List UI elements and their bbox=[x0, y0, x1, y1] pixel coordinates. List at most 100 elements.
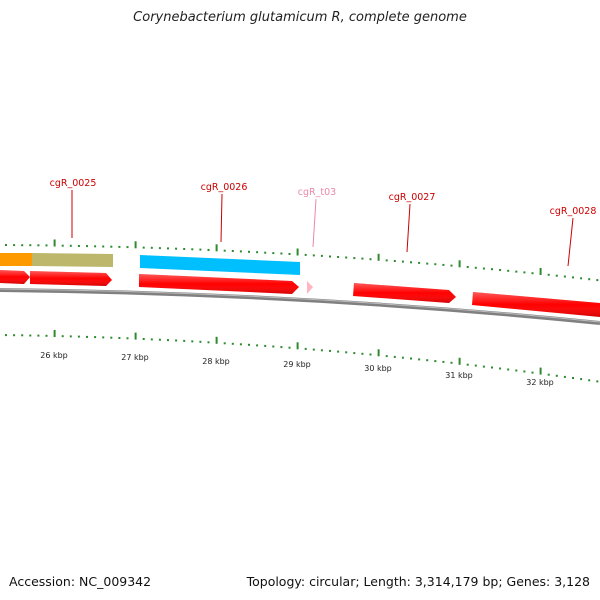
gene-label-cgR-0028[interactable]: cgR_0028 bbox=[550, 206, 597, 217]
minor-tick bbox=[410, 357, 412, 360]
minor-tick bbox=[126, 337, 129, 340]
minor-tick bbox=[69, 335, 72, 338]
minor-tick bbox=[482, 267, 485, 270]
feature-bar-orange[interactable] bbox=[0, 253, 32, 266]
leader-line bbox=[406, 203, 411, 253]
minor-tick bbox=[29, 244, 32, 247]
minor-tick bbox=[199, 340, 202, 343]
minor-tick bbox=[304, 347, 307, 350]
minor-tick bbox=[142, 338, 145, 340]
minor-tick bbox=[256, 251, 259, 254]
gene-label-cgR-0025[interactable]: cgR_0025 bbox=[50, 178, 97, 189]
minor-tick bbox=[369, 258, 372, 261]
minor-tick bbox=[231, 250, 234, 252]
gene-label-cgR-t03[interactable]: cgR_t03 bbox=[298, 187, 336, 198]
minor-tick bbox=[450, 264, 453, 267]
major-tick bbox=[458, 260, 461, 268]
minor-tick bbox=[288, 346, 291, 349]
minor-tick bbox=[37, 334, 40, 337]
minor-tick bbox=[248, 250, 250, 253]
genes-label: Genes: bbox=[506, 574, 555, 589]
minor-tick bbox=[555, 274, 558, 277]
minor-tick bbox=[434, 263, 437, 266]
minor-tick bbox=[191, 340, 194, 343]
leader-line bbox=[312, 198, 317, 248]
kbp-label: 27 kbp bbox=[121, 353, 149, 362]
minor-tick bbox=[312, 254, 315, 257]
minor-tick bbox=[191, 248, 194, 251]
minor-tick bbox=[434, 360, 437, 363]
minor-tick bbox=[580, 277, 583, 280]
minor-tick bbox=[580, 378, 583, 381]
inner-tick-row bbox=[5, 330, 599, 383]
minor-tick bbox=[572, 377, 574, 379]
minor-tick bbox=[531, 371, 534, 374]
minor-tick bbox=[288, 253, 291, 255]
minor-tick bbox=[61, 244, 64, 247]
minor-tick bbox=[345, 256, 348, 259]
minor-tick bbox=[329, 255, 331, 258]
minor-tick bbox=[507, 368, 510, 371]
minor-tick bbox=[61, 335, 64, 338]
minor-tick bbox=[418, 358, 421, 361]
minor-tick bbox=[150, 246, 153, 249]
minor-tick bbox=[199, 248, 202, 251]
minor-tick bbox=[466, 266, 469, 268]
minor-tick bbox=[337, 256, 340, 258]
accession-label: Accession: bbox=[9, 574, 80, 589]
minor-tick bbox=[555, 374, 558, 377]
minor-tick bbox=[264, 251, 267, 254]
minor-tick bbox=[385, 259, 388, 262]
minor-tick bbox=[523, 271, 526, 274]
minor-tick bbox=[596, 279, 599, 282]
major-tick bbox=[134, 332, 137, 340]
minor-tick bbox=[37, 244, 40, 247]
minor-tick bbox=[21, 244, 24, 247]
accession-footer: Accession: NC_009342 bbox=[9, 574, 151, 589]
minor-tick bbox=[499, 269, 502, 271]
minor-tick bbox=[482, 365, 485, 368]
minor-tick bbox=[547, 273, 550, 276]
minor-tick bbox=[102, 245, 105, 248]
minor-tick bbox=[515, 270, 518, 273]
leader-line bbox=[567, 217, 574, 267]
minor-tick bbox=[207, 341, 210, 344]
minor-tick bbox=[426, 359, 429, 362]
arrow-shading bbox=[0, 270, 600, 317]
minor-tick bbox=[312, 348, 315, 351]
trna-arrow-cgR-t03[interactable] bbox=[307, 281, 313, 294]
minor-tick bbox=[531, 272, 534, 275]
minor-tick bbox=[223, 342, 226, 345]
topology-label: Topology: bbox=[246, 574, 310, 589]
minor-tick bbox=[491, 366, 493, 369]
minor-tick bbox=[94, 245, 97, 248]
kbp-label: 31 kbp bbox=[445, 371, 473, 380]
minor-tick bbox=[272, 252, 275, 255]
minor-tick bbox=[418, 261, 421, 264]
gene-label-cgR-0026[interactable]: cgR_0026 bbox=[201, 182, 248, 193]
minor-tick bbox=[272, 345, 275, 348]
minor-tick bbox=[150, 338, 153, 341]
minor-tick bbox=[385, 355, 388, 358]
minor-tick bbox=[345, 351, 348, 354]
minor-tick bbox=[442, 360, 445, 363]
minor-tick bbox=[126, 246, 129, 249]
feature-bar-khaki[interactable] bbox=[32, 253, 113, 267]
genome-backbone-highlight bbox=[0, 288, 600, 323]
minor-tick bbox=[499, 367, 502, 370]
genes-value: 3,128 bbox=[554, 574, 590, 589]
minor-tick bbox=[361, 352, 364, 355]
minor-tick bbox=[264, 344, 267, 347]
minor-tick bbox=[69, 244, 72, 247]
minor-tick bbox=[401, 260, 404, 263]
gene-label-cgR-0027[interactable]: cgR_0027 bbox=[389, 192, 436, 203]
outer-tick-row bbox=[5, 239, 599, 282]
genome-summary-footer: Topology: circular; Length: 3,314,179 bp… bbox=[247, 574, 590, 589]
minor-tick bbox=[523, 370, 526, 373]
minor-tick bbox=[369, 353, 372, 356]
kbp-label: 29 kbp bbox=[283, 360, 311, 369]
minor-tick bbox=[102, 336, 105, 339]
minor-tick bbox=[474, 364, 477, 367]
feature-bar-blue[interactable] bbox=[140, 255, 300, 275]
